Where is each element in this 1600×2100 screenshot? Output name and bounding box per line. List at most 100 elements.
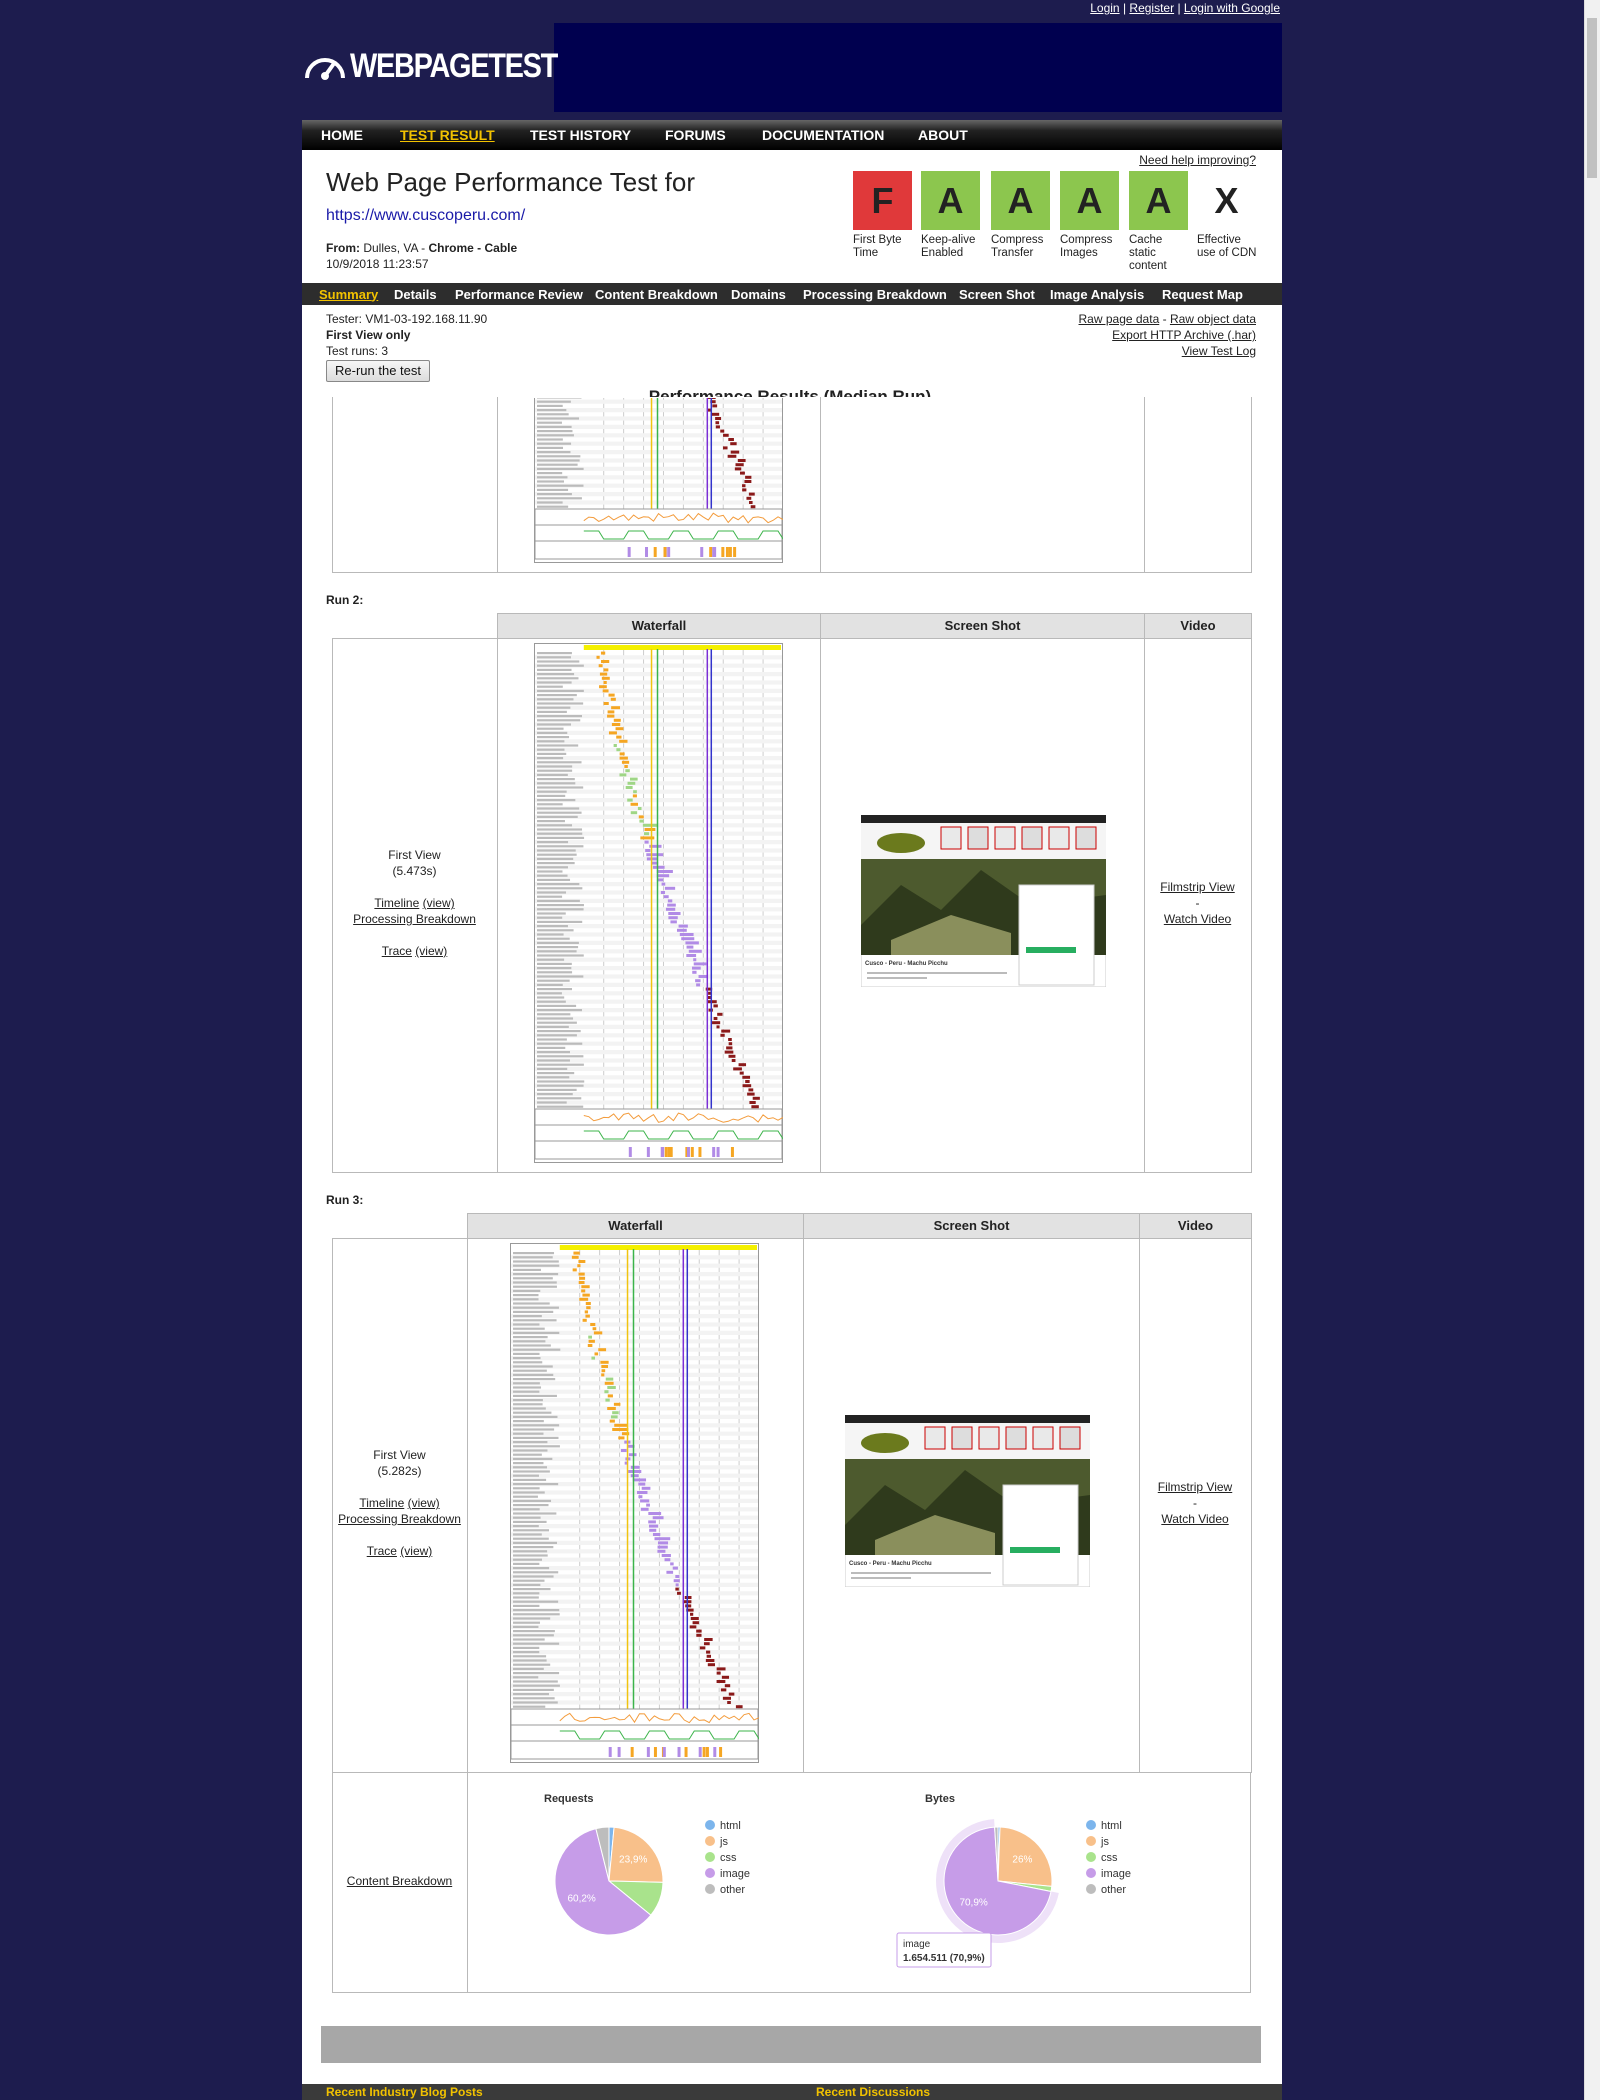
tab[interactable]: Content Breakdown bbox=[595, 286, 718, 302]
grade-box[interactable]: A bbox=[921, 171, 980, 230]
activity-bar bbox=[667, 1147, 671, 1157]
grade-box[interactable]: A bbox=[1060, 171, 1119, 230]
nav-item[interactable]: ABOUT bbox=[918, 127, 968, 143]
row-label bbox=[513, 1642, 560, 1645]
row-label bbox=[537, 706, 571, 709]
row-label bbox=[537, 748, 565, 751]
trace-view-link[interactable]: (view) bbox=[415, 944, 448, 958]
content-breakdown-link[interactable]: Content Breakdown bbox=[346, 1874, 453, 1888]
table-header: Screen Shot bbox=[820, 613, 1145, 639]
timeline-view-link[interactable]: (view) bbox=[422, 896, 455, 910]
row-label bbox=[537, 1021, 577, 1024]
rerun-button[interactable]: Re-run the test bbox=[326, 360, 430, 382]
timeline-view-link[interactable]: (view) bbox=[407, 1496, 440, 1510]
tab[interactable]: Screen Shot bbox=[959, 286, 1035, 302]
grade-box[interactable]: A bbox=[1129, 171, 1188, 230]
legend-label: image bbox=[720, 1868, 750, 1880]
row-label bbox=[537, 887, 583, 890]
tab[interactable]: Domains bbox=[731, 286, 786, 302]
request-bar bbox=[726, 1046, 733, 1050]
timeline-link[interactable]: Timeline bbox=[359, 1496, 405, 1510]
request-bar bbox=[727, 454, 737, 458]
tab[interactable]: Details bbox=[394, 286, 437, 302]
grade-label: Compress Images bbox=[1060, 234, 1113, 259]
request-bar bbox=[668, 916, 678, 920]
filmstrip-link[interactable]: Filmstrip View bbox=[1160, 880, 1235, 894]
trace-link[interactable]: Trace bbox=[381, 944, 412, 958]
nav-item[interactable]: TEST RESULT bbox=[400, 127, 495, 143]
activity-bar bbox=[709, 547, 713, 557]
tab[interactable]: Processing Breakdown bbox=[803, 286, 947, 302]
legend-marker bbox=[705, 1884, 715, 1894]
nav-item[interactable]: FORUMS bbox=[665, 127, 726, 143]
row-label bbox=[513, 1432, 544, 1435]
legend-marker bbox=[705, 1868, 715, 1878]
row-shade bbox=[511, 1456, 758, 1461]
row-shade bbox=[511, 1524, 758, 1529]
activity-bar bbox=[627, 547, 631, 557]
tab[interactable]: Summary bbox=[319, 286, 379, 302]
activity-bar bbox=[646, 1747, 650, 1757]
tab[interactable]: Image Analysis bbox=[1050, 286, 1145, 302]
request-bar bbox=[601, 1365, 609, 1368]
trace-link[interactable]: Trace bbox=[366, 1544, 397, 1558]
request-bar bbox=[614, 1423, 628, 1427]
request-bar bbox=[578, 1281, 585, 1284]
filmstrip-link[interactable]: Filmstrip View bbox=[1157, 1480, 1233, 1494]
request-bar bbox=[609, 1419, 615, 1423]
logo[interactable]: WEBPAGETEST bbox=[350, 47, 558, 85]
chat-panel bbox=[1002, 1484, 1079, 1586]
nav-item[interactable]: HOME bbox=[321, 127, 363, 143]
row-label bbox=[537, 954, 584, 957]
nav-item[interactable]: TEST HISTORY bbox=[530, 127, 632, 143]
grade-box[interactable]: A bbox=[991, 171, 1050, 230]
watch-video-link[interactable]: Watch Video bbox=[1163, 912, 1232, 926]
help-link[interactable]: Need help improving? bbox=[1139, 153, 1256, 167]
processing-link[interactable]: Processing Breakdown bbox=[338, 1512, 461, 1526]
request-bar bbox=[670, 920, 677, 924]
scrollbar bbox=[1584, 0, 1600, 2100]
grade-box[interactable]: F bbox=[853, 171, 912, 230]
row-label bbox=[537, 929, 574, 932]
grade-box[interactable]: X bbox=[1214, 180, 1239, 221]
trace-view-link[interactable]: (view) bbox=[400, 1544, 433, 1558]
har-link[interactable]: Export HTTP Archive (.har) bbox=[1112, 328, 1256, 342]
request-bar bbox=[627, 1444, 635, 1448]
request-bar bbox=[695, 979, 701, 983]
legend-marker bbox=[1086, 1852, 1096, 1862]
request-bar bbox=[670, 1562, 674, 1566]
google-login-link[interactable]: Login with Google bbox=[1183, 1, 1280, 15]
register-link[interactable]: Register bbox=[1129, 1, 1175, 15]
menu-icon bbox=[924, 1426, 946, 1450]
row-label bbox=[537, 681, 572, 684]
timeline-link[interactable]: Timeline bbox=[374, 896, 420, 910]
login-link[interactable]: Login bbox=[1090, 1, 1120, 15]
request-bar bbox=[710, 412, 720, 416]
row-label bbox=[513, 1319, 557, 1322]
watch-video-link[interactable]: Watch Video bbox=[1161, 1512, 1229, 1526]
request-bar bbox=[751, 1105, 759, 1109]
processing-link[interactable]: Processing Breakdown bbox=[353, 912, 476, 926]
request-bar bbox=[638, 1495, 643, 1499]
nav-item[interactable]: DOCUMENTATION bbox=[762, 127, 885, 143]
tab[interactable]: Request Map bbox=[1162, 286, 1243, 302]
raw-page-link[interactable]: Raw page data bbox=[1078, 312, 1160, 326]
row-label bbox=[513, 1537, 549, 1540]
test-log-link[interactable]: View Test Log bbox=[1181, 344, 1256, 358]
request-bar bbox=[648, 1524, 659, 1528]
request-bar bbox=[585, 1302, 591, 1305]
row-label bbox=[513, 1646, 540, 1649]
row-shade bbox=[511, 1431, 758, 1436]
pie-slice bbox=[608, 1826, 664, 1883]
request-bar bbox=[676, 928, 687, 932]
test-url[interactable]: https://www.cuscoperu.com/ bbox=[326, 207, 526, 224]
from-line: From: Dulles, VA - Chrome - Cable bbox=[326, 240, 517, 257]
request-bar bbox=[677, 1591, 681, 1595]
row-shade bbox=[535, 856, 782, 861]
tab-bar bbox=[302, 283, 1282, 305]
row-label bbox=[513, 1655, 547, 1658]
tab[interactable]: Performance Review bbox=[455, 286, 583, 302]
row-label bbox=[513, 1579, 545, 1582]
row-label bbox=[537, 794, 566, 797]
raw-object-link[interactable]: Raw object data bbox=[1169, 312, 1256, 326]
